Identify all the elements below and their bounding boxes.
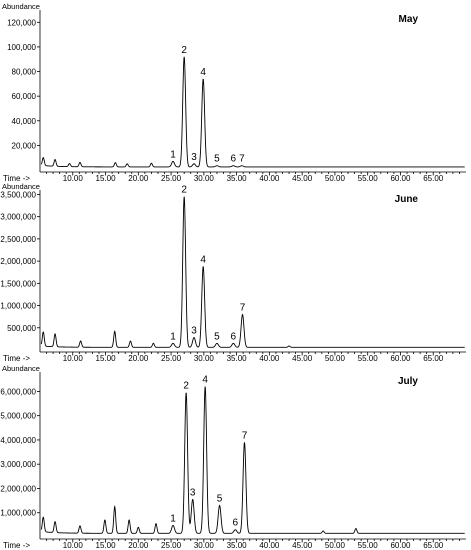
peak-label: 6 (233, 518, 239, 529)
x-tick-label: 35.00 (227, 354, 248, 363)
x-tick-label: 40.00 (259, 174, 280, 183)
y-tick-label: 1,000,000 (0, 302, 36, 311)
x-tick-label: 40.00 (259, 541, 280, 550)
x-tick-label: 55.00 (358, 174, 379, 183)
y-tick-label: 40,000 (12, 117, 37, 126)
peak-label: 4 (200, 67, 206, 78)
x-tick-label: 30.00 (194, 174, 215, 183)
x-tick-label: 50.00 (325, 354, 346, 363)
x-tick-label: 50.00 (325, 174, 346, 183)
y-tick-label: 6,000,000 (0, 387, 36, 396)
x-tick-label: 60.00 (390, 541, 411, 550)
x-tick-label: 20.00 (128, 541, 149, 550)
y-tick-label: 80,000 (12, 68, 37, 77)
x-tick-label: 20.00 (128, 354, 149, 363)
peak-label: 4 (202, 375, 208, 386)
x-tick-label: 10.00 (63, 541, 84, 550)
x-tick-label: 60.00 (390, 174, 411, 183)
x-tick-label: 65.00 (423, 354, 444, 363)
chromatogram-trace (40, 196, 465, 348)
y-tick-label: 2,000,000 (0, 484, 36, 493)
y-tick-label: 2,000,000 (0, 257, 36, 266)
chromatogram-trace (40, 56, 465, 168)
panel-title: May (399, 14, 419, 25)
peak-label: 3 (191, 152, 197, 163)
x-axis-label: Time -> (3, 354, 30, 363)
peak-label: 1 (170, 331, 176, 342)
y-axis-label: Abundance (2, 364, 40, 373)
peak-label: 7 (239, 154, 245, 165)
x-tick-label: 55.00 (358, 541, 379, 550)
x-tick-label: 25.00 (161, 174, 182, 183)
y-tick-label: 3,000,000 (0, 213, 36, 222)
x-tick-label: 15.00 (96, 354, 117, 363)
peak-label: 5 (214, 154, 220, 165)
y-axis-label: Abundance (2, 2, 40, 11)
y-tick-label: 1,500,000 (0, 279, 36, 288)
chart-panel-july: Abundance 1,000,000 2,000,000 3,000,000 4,00… (0, 364, 466, 550)
peak-label: 2 (181, 185, 187, 196)
chromatogram-trace (40, 386, 465, 534)
x-tick-label: 45.00 (292, 174, 313, 183)
x-tick-label: 10.00 (63, 354, 84, 363)
peak-label: 6 (231, 331, 237, 342)
x-tick-label: 10.00 (63, 174, 84, 183)
panel-title: June (395, 194, 419, 205)
x-tick-label: 40.00 (259, 354, 280, 363)
x-tick-label: 35.00 (227, 541, 248, 550)
x-tick-label: 30.00 (194, 541, 215, 550)
peak-label: 2 (183, 381, 189, 392)
x-tick-label: 50.00 (325, 541, 346, 550)
peak-label: 1 (170, 513, 176, 524)
y-tick-label: 500,000 (7, 324, 36, 333)
peak-label: 2 (181, 45, 187, 56)
x-tick-label: 15.00 (96, 541, 117, 550)
peak-label: 5 (217, 493, 223, 504)
x-tick-label: 35.00 (227, 174, 248, 183)
x-tick-label: 20.00 (128, 174, 149, 183)
peak-label: 6 (231, 154, 237, 165)
panel-title: July (398, 376, 418, 387)
x-axis-label: Time -> (3, 174, 30, 183)
y-tick-label: 4,000,000 (0, 436, 36, 445)
y-tick-label: 5,000,000 (0, 412, 36, 421)
y-tick-label: 3,000,000 (0, 460, 36, 469)
x-tick-label: 30.00 (194, 354, 215, 363)
y-tick-label: 3,500,000 (0, 190, 36, 199)
y-tick-label: 100,000 (7, 43, 36, 52)
y-tick-label: 20,000 (12, 141, 37, 150)
x-tick-label: 60.00 (390, 354, 411, 363)
chart-panel-may: Abundance 20,000 40,000 60,000 80,000 100,000… (2, 2, 466, 183)
x-tick-label: 45.00 (292, 354, 313, 363)
y-tick-label: 60,000 (12, 92, 37, 101)
y-tick-label: 2,500,000 (0, 235, 36, 244)
y-tick-label: 120,000 (7, 18, 36, 27)
x-tick-label: 65.00 (423, 541, 444, 550)
y-axis-label: Abundance (2, 182, 40, 191)
chart-panel-june: Abundance 500,000 1,000,000 1,500,000 2,000,… (0, 182, 466, 363)
x-tick-label: 55.00 (358, 354, 379, 363)
peak-label: 3 (191, 326, 197, 337)
peak-label: 5 (214, 331, 220, 342)
x-axis-label: Time -> (3, 541, 30, 550)
x-tick-label: 25.00 (161, 541, 182, 550)
peak-label: 3 (190, 487, 196, 498)
y-tick-label: 1,000,000 (0, 509, 36, 518)
peak-label: 7 (240, 302, 246, 313)
x-tick-label: 45.00 (292, 541, 313, 550)
x-tick-label: 25.00 (161, 354, 182, 363)
peak-label: 7 (242, 430, 248, 441)
peak-label: 4 (200, 254, 206, 265)
peak-label: 1 (170, 149, 176, 160)
x-tick-label: 15.00 (96, 174, 117, 183)
x-tick-label: 65.00 (423, 174, 444, 183)
